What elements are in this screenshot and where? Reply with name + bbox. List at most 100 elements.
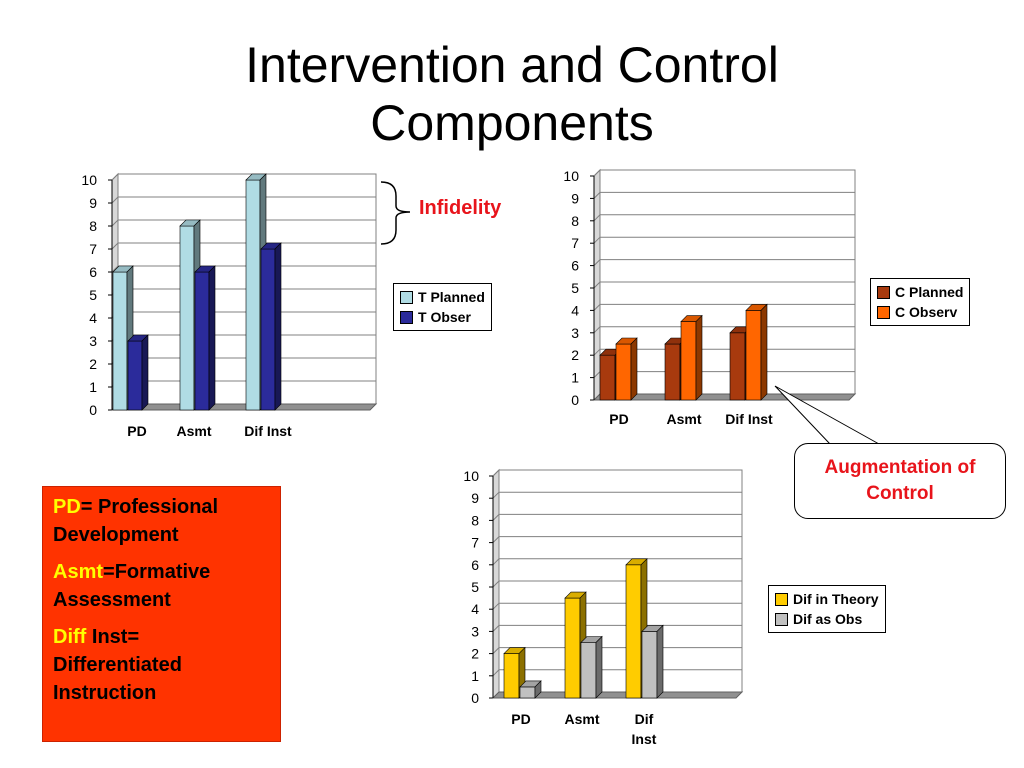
bar-side — [534, 680, 542, 699]
legend-swatch — [775, 612, 788, 626]
gridline — [593, 169, 855, 177]
gridline — [593, 281, 855, 289]
bar-side — [595, 635, 603, 699]
y-tick-label: 8 — [471, 512, 479, 528]
bar-side — [208, 265, 216, 411]
bar-c-observ-asmt — [680, 314, 703, 401]
definition-asmt-sep: = — [103, 561, 115, 583]
augmentation-label: Augmentation of Control — [824, 457, 976, 504]
y-tick-label: 7 — [471, 535, 479, 551]
x-category-label: Asmt — [176, 423, 211, 439]
bar-side — [760, 303, 768, 401]
definition-pd-sep: = — [80, 496, 99, 518]
x-category-label: Asmt — [564, 711, 599, 727]
legend-entry: C Planned — [877, 282, 963, 302]
gridline — [593, 348, 855, 356]
y-tick-label: 6 — [571, 258, 579, 274]
bar-t-obser-dif-inst — [260, 242, 282, 411]
gridline — [492, 580, 742, 588]
bar-t-obser-pd — [127, 334, 149, 411]
y-tick-label: 9 — [471, 490, 479, 506]
definition-diff-text: Inst= Differentiated Instruction — [53, 626, 182, 704]
legend-label: Dif as Obs — [793, 611, 863, 627]
gridline — [111, 219, 376, 227]
y-tick-label: 4 — [89, 310, 97, 326]
y-tick-label: 0 — [571, 392, 579, 408]
bar-side — [630, 337, 638, 401]
bar-side — [141, 334, 149, 411]
y-tick-label: 2 — [89, 356, 97, 372]
definition-diff-abbr: Diff — [53, 626, 87, 648]
gridline — [111, 196, 376, 204]
legend-entry: Dif as Obs — [775, 609, 879, 629]
infidelity-label: Infidelity — [419, 197, 502, 219]
legend-swatch — [877, 305, 890, 319]
slide-title-line-1: Intervention and Control — [245, 37, 779, 93]
bar-side — [274, 242, 282, 411]
bar-side — [656, 624, 664, 699]
gridline — [593, 259, 855, 266]
gridline — [492, 491, 742, 499]
legend-label: C Planned — [895, 284, 964, 300]
legend-entry: Dif in Theory — [775, 589, 879, 609]
gridline — [111, 173, 376, 181]
augmentation-callout: Augmentation of Control — [794, 443, 1006, 519]
x-category-label: Asmt — [666, 411, 701, 427]
x-category-label: Dif — [635, 711, 654, 727]
y-tick-label: 4 — [571, 302, 579, 318]
gridline — [492, 558, 742, 566]
legend-differentiation-chart: Dif in Theory Dif as Obs — [768, 585, 886, 633]
gridline — [492, 469, 742, 477]
y-tick-label: 9 — [571, 190, 579, 206]
legend-label: Dif in Theory — [793, 591, 879, 607]
y-tick-label: 0 — [471, 690, 479, 706]
bar-side — [695, 314, 703, 401]
legend-swatch — [775, 592, 788, 606]
gridline — [593, 214, 855, 222]
gridline — [111, 265, 376, 273]
gridline — [492, 602, 742, 610]
y-tick-label: 1 — [471, 668, 479, 684]
y-tick-label: 0 — [89, 402, 97, 418]
y-tick-label: 10 — [81, 172, 97, 188]
y-tick-label: 3 — [471, 623, 479, 639]
y-tick-label: 2 — [571, 347, 579, 363]
x-category-label: Dif Inst — [244, 423, 292, 439]
legend-teacher-chart: T Planned T Obser — [393, 283, 492, 331]
bar-c-observ-pd — [615, 337, 638, 401]
bar-dif-in-theory-asmt — [564, 591, 587, 699]
gridline — [593, 191, 855, 199]
gridline — [111, 242, 376, 250]
x-category-label: PD — [511, 711, 530, 727]
y-tick-label: 6 — [471, 557, 479, 573]
y-tick-label: 10 — [463, 468, 479, 484]
legend-label: T Obser — [418, 309, 471, 325]
legend-swatch — [877, 285, 890, 299]
y-tick-label: 5 — [571, 280, 579, 296]
y-tick-label: 2 — [471, 646, 479, 662]
slide-title: Intervention and Control Components — [0, 36, 1024, 152]
gridline — [492, 513, 742, 521]
slide-title-line-2: Components — [370, 95, 654, 151]
y-tick-label: 4 — [471, 601, 479, 617]
definition-asmt-abbr: Asmt — [53, 561, 104, 583]
legend-entry: T Obser — [400, 307, 485, 327]
bar-c-observ-dif-inst — [745, 303, 768, 401]
legend-entry: T Planned — [400, 287, 485, 307]
y-tick-label: 7 — [89, 241, 97, 257]
definition-asmt: Asmt=Formative Assessment — [53, 558, 270, 614]
definition-pd: PD= Professional Development — [53, 493, 270, 549]
y-tick-label: 1 — [89, 379, 97, 395]
y-tick-label: 8 — [571, 213, 579, 229]
legend-entry: C Observ — [877, 302, 963, 322]
bar-t-obser-asmt — [194, 265, 216, 411]
y-tick-label: 5 — [471, 579, 479, 595]
y-tick-label: 7 — [571, 235, 579, 251]
y-tick-label: 6 — [89, 264, 97, 280]
y-tick-label: 5 — [89, 287, 97, 303]
